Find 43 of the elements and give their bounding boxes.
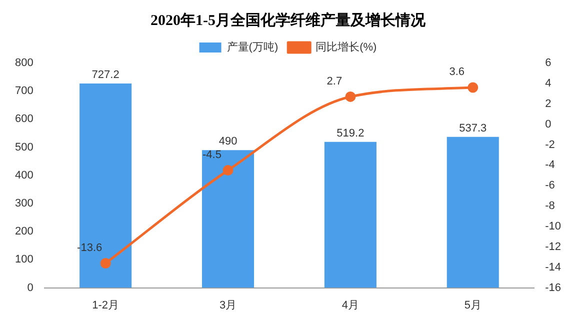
y2-tick-label: -8 [545,200,555,212]
y2-tick-label: -12 [545,240,562,253]
y2-tick-label: -14 [545,261,562,274]
chart-title: 2020年1-5月全国化学纤维产量及增长情况 [150,10,426,29]
y2-tick-label: -16 [545,282,562,294]
y-tick-label: 200 [14,226,34,238]
x-tick-label: 1-2月 [92,299,120,312]
legend-label: 同比增长(%) [316,40,377,54]
data-label: 537.3 [459,122,487,134]
y2-tick-label: -10 [545,220,562,233]
x-tick-label: 4月 [342,299,360,312]
data-label: 727.2 [92,68,120,81]
y2-tick-label: 4 [545,77,552,90]
point [222,165,234,176]
x-tick-label: 5月 [464,299,482,312]
data-label: 490 [218,136,238,148]
bar [324,142,376,288]
data-label: 3.6 [449,66,465,78]
y-tick-label: 100 [14,254,34,266]
y-tick-label: 800 [14,57,34,70]
y2-tick-label: 2 [545,98,552,110]
bar [202,150,254,288]
y-tick-label: 0 [27,282,34,294]
y-tick-label: 500 [14,141,34,154]
y-tick-label: 700 [14,85,34,98]
data-label: 2.7 [326,75,342,88]
data-label: -4.5 [202,148,222,161]
y-tick-label: 600 [14,113,34,126]
y2-tick-label: 6 [545,57,552,70]
y2-tick-label: -6 [545,180,555,192]
point [100,258,111,269]
y2-tick-label: 0 [545,118,552,130]
bar [80,83,132,288]
y2-tick-label: -2 [545,138,555,151]
y2-tick-label: -4 [545,159,555,172]
legend-label: 产量(万吨) [226,40,278,54]
point [345,91,356,102]
x-tick-label: 3月 [219,299,237,312]
y-tick-label: 400 [14,169,34,182]
bar [446,136,499,288]
point [468,82,478,93]
data-label: 519.2 [336,127,364,140]
y-tick-label: 300 [14,198,34,210]
